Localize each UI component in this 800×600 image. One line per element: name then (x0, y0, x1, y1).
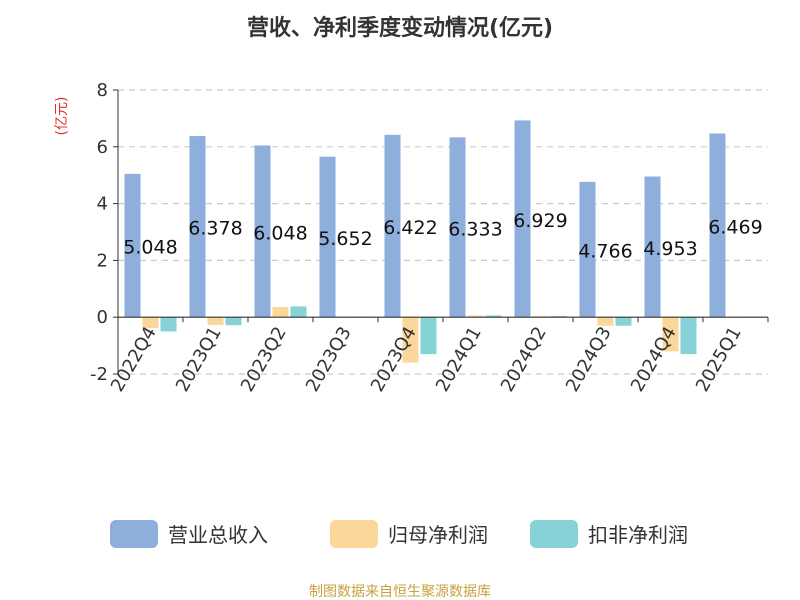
y-tick-label: 2 (97, 250, 108, 271)
bar-2024Q1-s1 (467, 315, 484, 318)
bar-2024Q3-s1 (597, 317, 614, 326)
data-label: 6.378 (188, 218, 242, 240)
data-label: 6.048 (253, 222, 307, 244)
x-tick-label: 2024Q1 (432, 323, 486, 395)
bar-2023Q2-s2 (290, 306, 307, 318)
data-label: 5.652 (318, 228, 372, 250)
x-tick-label: 2025Q1 (692, 323, 746, 395)
legend-swatch[interactable] (110, 520, 158, 548)
bar-2024Q3-s0 (579, 181, 596, 318)
bar-2024Q4-s1 (662, 317, 679, 352)
chart-title: 营收、净利季度变动情况(亿元) (247, 15, 553, 41)
bar-2024Q4-s2 (680, 317, 697, 355)
bar-2023Q2-s1 (272, 306, 289, 318)
x-tick-label: 2023Q3 (302, 323, 356, 395)
x-tick-label: 2024Q3 (562, 323, 616, 395)
bar-2024Q4-s0 (644, 176, 661, 318)
bar-2024Q1-s0 (449, 137, 466, 318)
bars (124, 120, 762, 363)
y-tick-label: 8 (97, 80, 108, 101)
legend-label[interactable]: 营业总收入 (168, 523, 268, 547)
bar-2023Q4-s0 (384, 134, 401, 318)
x-tick-label: 2023Q2 (237, 323, 291, 395)
legend-label[interactable]: 归母净利润 (388, 523, 488, 547)
x-tick-label: 2024Q2 (497, 323, 551, 395)
bar-2023Q4-s2 (420, 317, 437, 355)
y-axis-unit: (亿元) (54, 97, 70, 136)
data-label: 6.422 (383, 217, 437, 239)
legend-label[interactable]: 扣非净利润 (588, 523, 688, 547)
y-axis-ticks: 8 6 4 2 0 -2 (90, 80, 118, 385)
bar-2022Q4-s0 (124, 173, 141, 318)
bar-2023Q3-s0 (319, 156, 336, 318)
bar-2023Q1-s0 (189, 136, 206, 318)
bar-2023Q1-s1 (207, 317, 224, 325)
bar-2022Q4-s2 (160, 317, 177, 332)
data-label: 6.929 (513, 210, 567, 232)
y-tick-label: 4 (97, 194, 108, 215)
bar-2023Q4-s1 (402, 317, 419, 363)
x-axis-ticks: 2022Q4 2023Q1 2023Q2 2023Q3 2023Q4 2024Q1 2024… (107, 317, 769, 396)
x-tick-label: 2024Q4 (627, 323, 681, 395)
legend[interactable]: 营业总收入 归母净利润 扣非净利润 (110, 520, 688, 548)
legend-swatch[interactable] (530, 520, 578, 548)
data-label: 5.048 (123, 237, 177, 259)
data-label: 6.333 (448, 218, 502, 240)
bar-2022Q4-s1 (142, 317, 159, 328)
data-labels: 5.048 6.378 6.048 5.652 6.422 6.333 6.929 4.766… (123, 210, 762, 263)
x-tick-label: 2022Q4 (107, 323, 161, 395)
y-tick-label: 6 (97, 137, 108, 158)
source-note: 制图数据来自恒生聚源数据库 (309, 584, 491, 600)
data-label: 6.469 (708, 216, 762, 238)
bar-2023Q2-s0 (254, 145, 271, 318)
y-tick-label: -2 (90, 364, 108, 385)
bar-2024Q3-s2 (615, 317, 632, 326)
y-tick-label: 0 (97, 307, 108, 328)
bar-2023Q1-s2 (225, 317, 242, 326)
x-tick-label: 2023Q1 (172, 323, 226, 395)
bar-2024Q1-s2 (485, 315, 502, 318)
legend-swatch[interactable] (330, 520, 378, 548)
bar-2024Q2-s0 (514, 120, 531, 318)
bar-2025Q1-s0 (709, 133, 726, 318)
data-label: 4.766 (578, 241, 632, 263)
data-label: 4.953 (643, 238, 697, 260)
